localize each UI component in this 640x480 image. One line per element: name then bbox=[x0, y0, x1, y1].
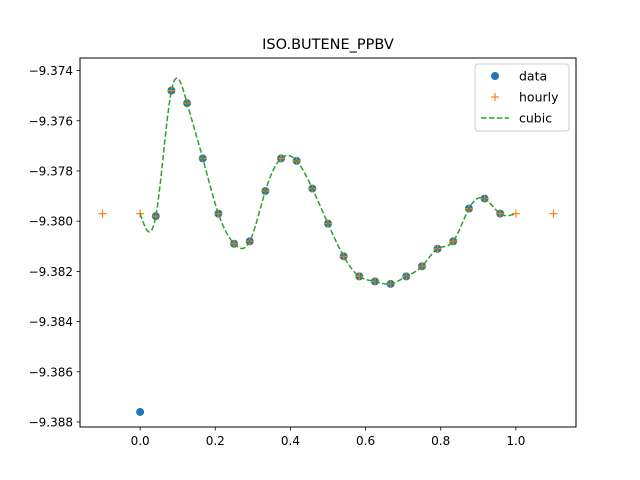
y-tick-label: −9.382 bbox=[29, 265, 73, 279]
legend-box bbox=[474, 63, 570, 132]
hourly-point bbox=[511, 209, 520, 218]
y-tick-label: −9.388 bbox=[29, 415, 73, 429]
x-tick-label: 0.2 bbox=[206, 434, 225, 448]
legend-data-label: data bbox=[519, 69, 547, 84]
chart-title: ISO.BUTENE_PPBV bbox=[262, 37, 394, 53]
y-axis: −9.388 −9.386 −9.384 −9.382 −9.380 −9.378 −9.3… bbox=[29, 64, 80, 429]
plot-area bbox=[98, 77, 558, 416]
y-tick-label: −9.378 bbox=[29, 164, 73, 178]
x-tick-label: 0.0 bbox=[131, 434, 150, 448]
x-axis: 0.0 0.2 0.4 0.6 0.8 1.0 bbox=[131, 427, 525, 448]
axes-frame bbox=[79, 57, 577, 428]
hourly-point bbox=[277, 154, 286, 163]
data-point bbox=[136, 407, 145, 416]
y-tick-label: −9.374 bbox=[29, 64, 73, 78]
x-tick-label: 1.0 bbox=[506, 434, 525, 448]
legend-data-marker bbox=[491, 72, 499, 80]
hourly-point bbox=[549, 209, 558, 218]
hourly-point bbox=[339, 252, 348, 261]
x-tick-label: 0.8 bbox=[431, 434, 450, 448]
legend-hourly-marker bbox=[491, 93, 499, 101]
y-tick-label: −9.376 bbox=[29, 114, 73, 128]
hourly-point bbox=[98, 209, 107, 218]
legend-hourly-label: hourly bbox=[519, 90, 559, 105]
y-tick-label: −9.380 bbox=[29, 215, 73, 229]
legend-cubic-label: cubic bbox=[519, 111, 552, 126]
y-tick-label: −9.386 bbox=[29, 365, 73, 379]
hourly-point bbox=[449, 237, 458, 246]
legend: data hourly cubic bbox=[474, 63, 570, 132]
hourly-point bbox=[496, 209, 505, 218]
hourly-point bbox=[355, 272, 364, 281]
hourly-point bbox=[214, 209, 223, 218]
y-tick-label: −9.384 bbox=[29, 315, 73, 329]
x-tick-label: 0.6 bbox=[356, 434, 375, 448]
cubic-line bbox=[139, 77, 517, 285]
x-tick-label: 0.4 bbox=[281, 434, 300, 448]
